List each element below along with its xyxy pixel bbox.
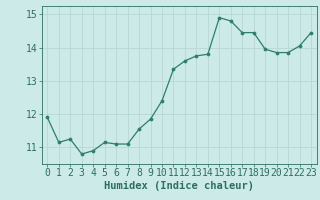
X-axis label: Humidex (Indice chaleur): Humidex (Indice chaleur) xyxy=(104,181,254,191)
